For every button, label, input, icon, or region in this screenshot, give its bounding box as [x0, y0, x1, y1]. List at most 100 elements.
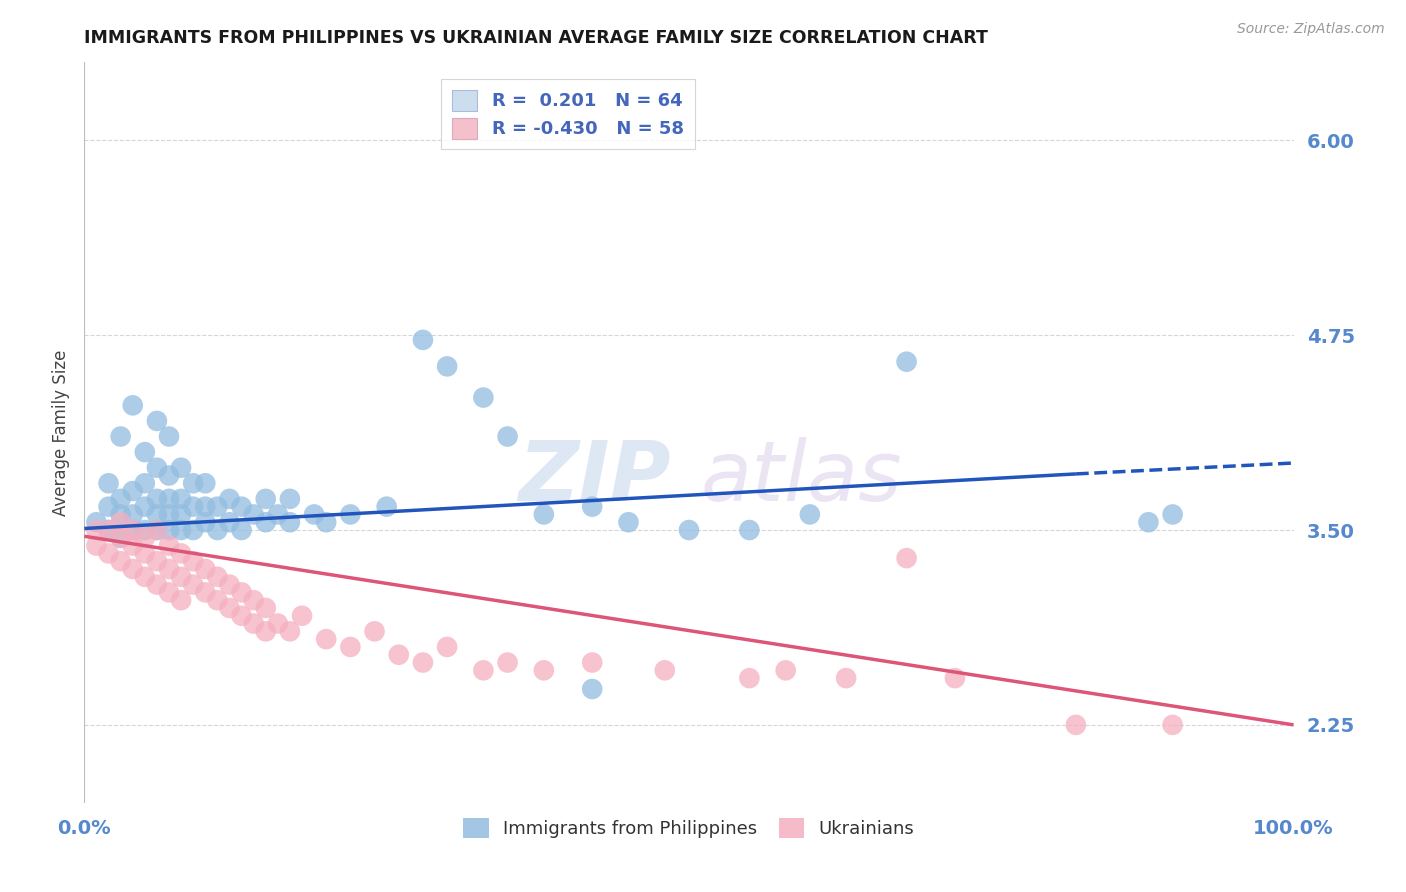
Point — [581, 656, 603, 670]
Point — [146, 460, 169, 475]
Y-axis label: Average Family Size: Average Family Size — [52, 350, 70, 516]
Point — [134, 531, 156, 545]
Point — [121, 539, 143, 553]
Point — [146, 577, 169, 591]
Point — [97, 523, 120, 537]
Point — [339, 508, 361, 522]
Point — [231, 523, 253, 537]
Point — [799, 508, 821, 522]
Point — [267, 616, 290, 631]
Point — [1064, 718, 1087, 732]
Point — [97, 500, 120, 514]
Point — [581, 681, 603, 696]
Point — [943, 671, 966, 685]
Point — [121, 398, 143, 412]
Point — [86, 523, 108, 537]
Point — [363, 624, 385, 639]
Point — [533, 508, 555, 522]
Point — [194, 515, 217, 529]
Point — [170, 491, 193, 506]
Point — [146, 508, 169, 522]
Point — [472, 391, 495, 405]
Point — [121, 484, 143, 499]
Point — [110, 429, 132, 443]
Legend: Immigrants from Philippines, Ukrainians: Immigrants from Philippines, Ukrainians — [456, 810, 922, 846]
Point — [134, 445, 156, 459]
Point — [146, 491, 169, 506]
Point — [231, 500, 253, 514]
Point — [146, 523, 169, 537]
Point — [157, 585, 180, 599]
Point — [134, 570, 156, 584]
Point — [388, 648, 411, 662]
Point — [134, 546, 156, 560]
Text: ZIP: ZIP — [519, 436, 671, 517]
Point — [496, 429, 519, 443]
Point — [110, 515, 132, 529]
Point — [242, 616, 264, 631]
Text: atlas: atlas — [702, 436, 903, 517]
Point — [97, 523, 120, 537]
Point — [254, 601, 277, 615]
Point — [302, 508, 325, 522]
Point — [738, 671, 761, 685]
Point — [339, 640, 361, 654]
Point — [170, 546, 193, 560]
Point — [412, 333, 434, 347]
Point — [110, 554, 132, 568]
Point — [533, 663, 555, 677]
Point — [194, 500, 217, 514]
Point — [194, 585, 217, 599]
Point — [1137, 515, 1160, 529]
Point — [496, 656, 519, 670]
Point — [218, 601, 240, 615]
Point — [581, 500, 603, 514]
Point — [157, 491, 180, 506]
Point — [278, 491, 301, 506]
Point — [254, 491, 277, 506]
Text: Source: ZipAtlas.com: Source: ZipAtlas.com — [1237, 22, 1385, 37]
Point — [110, 491, 132, 506]
Point — [170, 570, 193, 584]
Point — [207, 593, 229, 607]
Point — [194, 476, 217, 491]
Point — [110, 508, 132, 522]
Point — [121, 508, 143, 522]
Point — [181, 476, 204, 491]
Point — [146, 554, 169, 568]
Point — [146, 414, 169, 428]
Point — [181, 554, 204, 568]
Point — [835, 671, 858, 685]
Point — [472, 663, 495, 677]
Point — [157, 523, 180, 537]
Point — [157, 539, 180, 553]
Point — [218, 515, 240, 529]
Point — [738, 523, 761, 537]
Point — [121, 523, 143, 537]
Point — [218, 577, 240, 591]
Point — [194, 562, 217, 576]
Point — [86, 515, 108, 529]
Point — [134, 523, 156, 537]
Point — [134, 476, 156, 491]
Point — [291, 608, 314, 623]
Point — [231, 585, 253, 599]
Point — [97, 546, 120, 560]
Point — [896, 551, 918, 566]
Point — [775, 663, 797, 677]
Point — [231, 608, 253, 623]
Point — [170, 523, 193, 537]
Point — [170, 593, 193, 607]
Point — [242, 593, 264, 607]
Point — [157, 468, 180, 483]
Point — [678, 523, 700, 537]
Point — [170, 460, 193, 475]
Point — [436, 359, 458, 374]
Point — [86, 539, 108, 553]
Point — [218, 491, 240, 506]
Point — [157, 429, 180, 443]
Point — [1161, 508, 1184, 522]
Point — [110, 531, 132, 545]
Point — [181, 577, 204, 591]
Point — [121, 562, 143, 576]
